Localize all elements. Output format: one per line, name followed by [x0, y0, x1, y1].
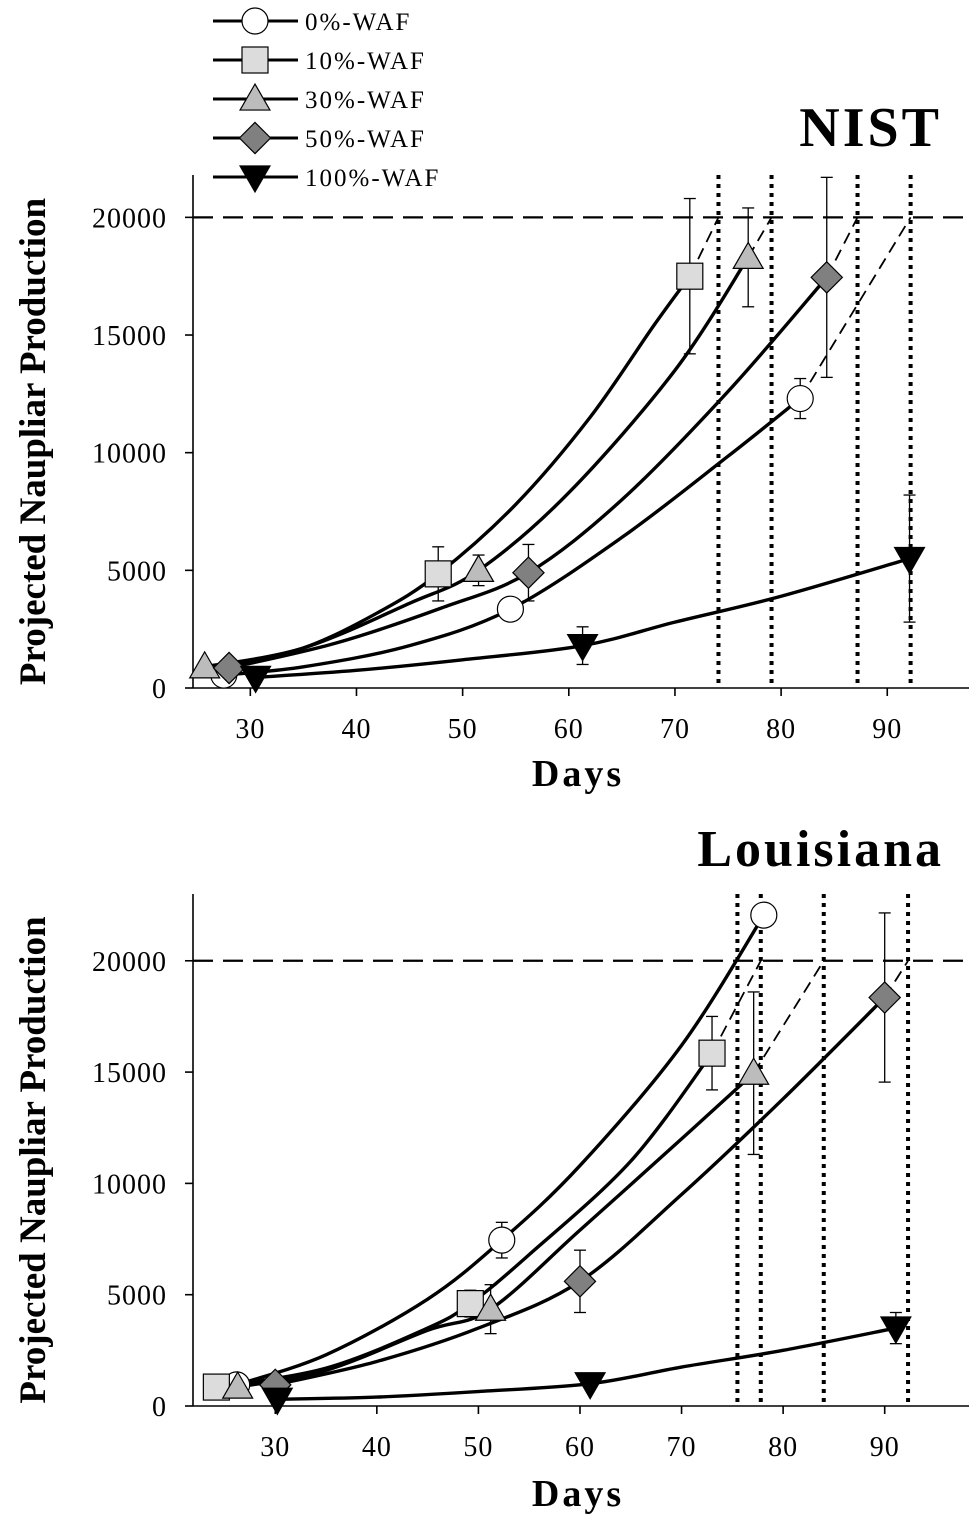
x-tick-label: 30	[260, 1432, 290, 1463]
data-point	[732, 241, 765, 270]
legend-label: 0%-WAF	[305, 9, 411, 36]
series-curve	[228, 276, 829, 670]
data-point	[737, 1057, 770, 1085]
data-point	[474, 1293, 507, 1321]
legend: 0%-WAF 10%-WAF 30%-WAF 50%-WAF 100%-WAF	[213, 7, 440, 194]
x-tick-label: 50	[448, 714, 478, 745]
x-tick-label: 70	[660, 714, 690, 745]
x-tick-label: 60	[554, 714, 584, 745]
data-point	[202, 1373, 230, 1401]
extrapolation-line	[711, 960, 762, 1054]
legend-entry: 10%-WAF	[213, 46, 426, 75]
x-tick-label: 40	[341, 714, 371, 745]
data-point	[698, 1039, 726, 1067]
data-point	[563, 1264, 597, 1298]
data-point	[188, 650, 221, 679]
extrapolation-line	[752, 960, 825, 1074]
y-axis-label: Projected Naupliar Production	[13, 916, 54, 1404]
data-point	[676, 262, 704, 290]
legend-marker	[241, 7, 269, 35]
data-point	[893, 546, 926, 575]
data-point	[574, 1372, 607, 1400]
x-tick-label: 30	[235, 714, 265, 745]
x-tick-label: 50	[463, 1432, 493, 1463]
legend-entry: 50%-WAF	[213, 121, 426, 155]
y-tick-label: 20000	[92, 203, 167, 234]
y-tick-label: 10000	[92, 1169, 167, 1200]
legend-entry: 30%-WAF	[213, 82, 426, 114]
series-curve	[274, 996, 886, 1387]
x-tick-label: 60	[565, 1432, 595, 1463]
y-tick-label: 10000	[92, 439, 167, 470]
data-point	[261, 1387, 294, 1416]
data-point	[221, 1370, 254, 1399]
data-point	[879, 1316, 912, 1345]
chart-louisiana: 0 5000 10000 15000 20000 30 40 50 60 70 80 90 Louisi…	[13, 821, 969, 1515]
data-point	[786, 384, 814, 413]
chart-title: Louisiana	[697, 821, 944, 878]
series-curve	[223, 397, 802, 677]
data-point	[212, 651, 246, 685]
series-curve	[236, 914, 766, 1387]
chart-nist: 0 5000 10000 15000 20000 30 40 50 60 70 80 90 NIST Da…	[13, 97, 969, 795]
x-tick-label: 80	[766, 714, 796, 745]
legend-label: 30%-WAF	[305, 87, 426, 114]
y-tick-label: 0	[152, 1392, 167, 1423]
legend-label: 100%-WAF	[305, 165, 440, 192]
legend-marker	[239, 82, 271, 111]
data-point	[496, 595, 525, 623]
extrapolation-line	[799, 216, 912, 400]
data-point	[566, 633, 599, 662]
y-tick-label: 0	[152, 674, 167, 705]
y-axis-label: Projected Naupliar Production	[13, 198, 54, 686]
x-tick-label: 90	[872, 714, 902, 745]
data-point	[488, 1226, 516, 1254]
legend-marker	[239, 165, 271, 194]
y-tick-label: 5000	[107, 1281, 167, 1312]
x-tick-label: 70	[667, 1432, 697, 1463]
data-point	[750, 901, 778, 929]
data-point	[810, 260, 844, 294]
series-curve	[223, 275, 692, 669]
y-tick-label: 15000	[92, 321, 167, 352]
data-point	[462, 554, 495, 582]
data-point	[512, 556, 545, 590]
legend-marker	[238, 121, 272, 155]
data-point	[239, 665, 272, 694]
x-tick-label: 40	[362, 1432, 392, 1463]
data-point	[456, 1289, 484, 1318]
x-axis-label: Days	[532, 1473, 624, 1515]
legend-label: 50%-WAF	[305, 126, 426, 153]
series-curve	[204, 256, 750, 669]
data-point	[424, 560, 452, 588]
data-point	[868, 981, 902, 1014]
x-axis-label: Days	[532, 753, 624, 795]
x-tick-label: 80	[768, 1432, 798, 1463]
legend-entry: 100%-WAF	[213, 165, 440, 194]
legend-label: 10%-WAF	[305, 48, 426, 75]
legend-marker	[241, 46, 269, 74]
y-tick-label: 5000	[107, 556, 167, 587]
y-tick-label: 20000	[92, 947, 167, 978]
series-curve	[216, 1052, 714, 1389]
legend-entry: 0%-WAF	[213, 7, 411, 36]
y-tick-label: 15000	[92, 1058, 167, 1089]
chart-title: NIST	[799, 97, 942, 159]
x-tick-label: 90	[870, 1432, 900, 1463]
